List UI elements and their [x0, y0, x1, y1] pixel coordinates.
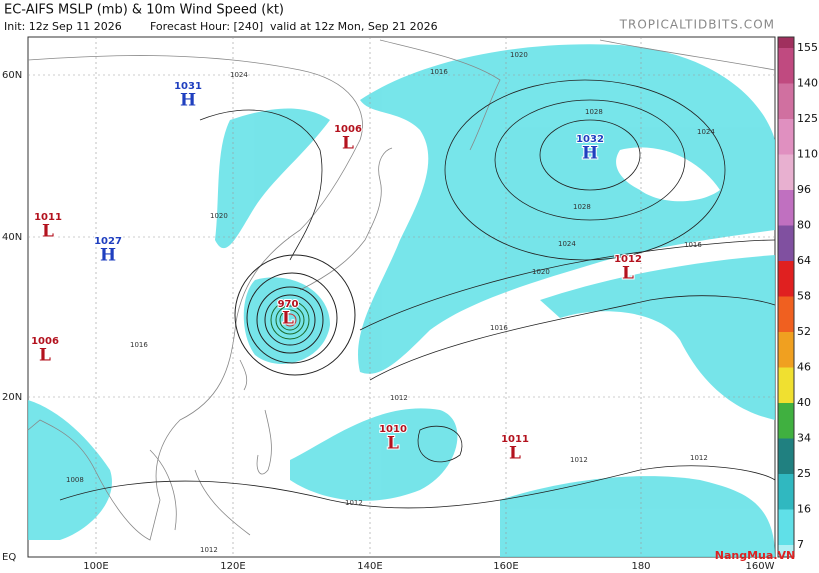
- center-pressure: 1032: [576, 134, 604, 145]
- contour-label: 1024: [697, 128, 715, 136]
- center-pressure: 970: [278, 299, 299, 310]
- center-pressure: 1012: [614, 254, 642, 265]
- center-symbol: H: [180, 91, 196, 111]
- colorbar-segment: [778, 261, 794, 297]
- contour-label: 1020: [532, 268, 550, 276]
- map-title: EC-AIFS MSLP (mb) & 10m Wind Speed (kt): [4, 3, 284, 18]
- colorbar-segment: [778, 332, 794, 368]
- colorbar-segment: [778, 474, 794, 510]
- contour-label: 1020: [510, 51, 528, 59]
- contour-label: 1016: [130, 341, 148, 349]
- lat-label: 20N: [2, 392, 22, 403]
- colorbar-label: 96: [797, 183, 811, 196]
- valid-time: valid at 12z Mon, Sep 21 2026: [270, 20, 438, 33]
- colorbar-label: 125: [797, 112, 818, 125]
- colorbar-label: 155: [797, 41, 818, 54]
- source: TROPICALTIDBITS.COM: [619, 18, 775, 32]
- contour-label: 1028: [585, 108, 603, 116]
- center-symbol: H: [100, 246, 116, 266]
- center-symbol: H: [582, 144, 598, 164]
- colorbar-segment: [778, 48, 794, 84]
- contour-label: 1016: [684, 241, 702, 249]
- center-symbol: L: [509, 444, 521, 464]
- lon-label: 140E: [357, 561, 382, 572]
- colorbar-label: 16: [797, 503, 811, 516]
- colorbar-label: 25: [797, 467, 811, 480]
- typhoon-isobars: [234, 254, 356, 376]
- center-pressure: 1031: [174, 81, 202, 92]
- colorbar-label: 140: [797, 77, 818, 90]
- colorbar-label: 40: [797, 396, 811, 409]
- center-symbol: L: [387, 434, 399, 454]
- forecast-hour: Forecast Hour: [240]: [150, 20, 263, 33]
- center-pressure: 1011: [34, 212, 62, 223]
- lat-label: EQ: [2, 552, 16, 563]
- contour-label: 1028: [573, 203, 591, 211]
- colorbar-segment: [778, 367, 794, 403]
- center-symbol: L: [342, 134, 354, 154]
- colorbar-label: 110: [797, 148, 818, 161]
- contour-label: 1012: [690, 454, 708, 462]
- colorbar-label: 64: [797, 254, 811, 267]
- colorbar-label: 80: [797, 219, 811, 232]
- contour-label: 1012: [390, 394, 408, 402]
- colorbar-segment: [778, 509, 794, 545]
- colorbar-segment: [778, 83, 794, 119]
- map-area: 1024 1020 1016 1028 1024 1028 1024 1020 …: [27, 36, 776, 558]
- center-symbol: L: [622, 264, 634, 284]
- contour-label: 1012: [345, 499, 363, 507]
- lon-label: 180: [631, 561, 650, 572]
- contour-label: 1024: [230, 71, 248, 79]
- watermark: NangMua.VN: [715, 549, 795, 562]
- init-time: Init: 12z Sep 11 2026: [4, 20, 122, 33]
- contour-label: 1008: [66, 476, 84, 484]
- lat-label: 40N: [2, 232, 22, 243]
- pressure-centers: 1031H1027H1032H1011L1006L1006L970L1012L1…: [30, 80, 643, 465]
- lat-label: 60N: [2, 70, 22, 81]
- lon-label: 100E: [83, 561, 108, 572]
- colorbar-label: 52: [797, 325, 811, 338]
- contour-label: 1024: [558, 240, 576, 248]
- colorbar-label: 46: [797, 361, 811, 374]
- lon-label: 120E: [220, 561, 245, 572]
- colorbar-label: 7: [797, 538, 804, 551]
- colorbar-segment: [778, 296, 794, 332]
- contour-label: 1020: [210, 212, 228, 220]
- graticule: [28, 37, 775, 557]
- coastlines: [27, 39, 776, 541]
- center-pressure: 1006: [334, 124, 362, 135]
- center-symbol: L: [39, 346, 51, 366]
- colorbar: 155 140 125 110 96 80 64 58 52 46 40 34 25 16 7: [777, 36, 818, 558]
- colorbar-label: 58: [797, 290, 811, 303]
- isobars: [59, 79, 776, 509]
- colorbar-segment: [778, 119, 794, 155]
- center-symbol: L: [282, 309, 294, 329]
- colorbar-segment: [778, 37, 794, 48]
- lon-label: 160E: [493, 561, 518, 572]
- center-pressure: 1006: [31, 336, 59, 347]
- center-symbol: L: [42, 222, 54, 242]
- lon-label: 160W: [746, 561, 775, 572]
- colorbar-segment: [778, 403, 794, 439]
- colorbar-frame: [777, 36, 795, 558]
- center-pressure: 1010: [379, 424, 407, 435]
- contour-label: 1012: [200, 546, 218, 554]
- colorbar-segment: [778, 154, 794, 190]
- contour-label: 1012: [570, 456, 588, 464]
- center-pressure: 1027: [94, 236, 122, 247]
- center-pressure: 1011: [501, 434, 529, 445]
- contour-label: 1016: [490, 324, 508, 332]
- colorbar-label: 34: [797, 432, 811, 445]
- colorbar-segment: [778, 225, 794, 261]
- colorbar-segment: [778, 438, 794, 474]
- colorbar-segment: [778, 190, 794, 226]
- colorbar-segment: [778, 545, 794, 557]
- contour-label: 1016: [430, 68, 448, 76]
